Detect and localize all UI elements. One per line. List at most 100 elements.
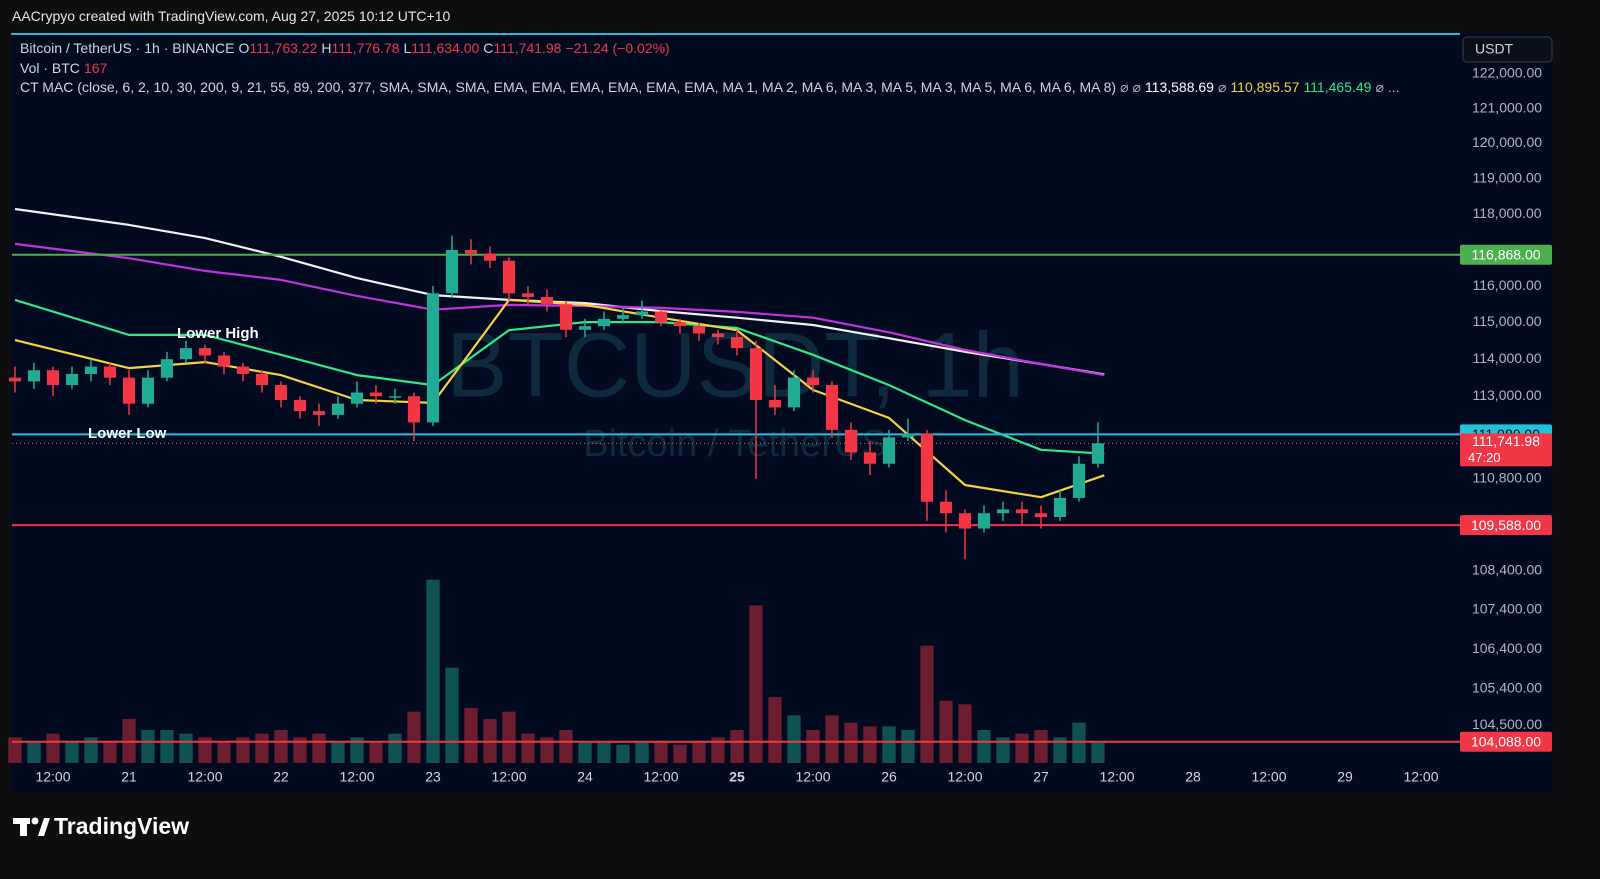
volume-bar: [369, 741, 383, 763]
legend-row: Bitcoin / TetherUS · 1h · BINANCE O111,76…: [20, 39, 1404, 59]
volume-bar: [825, 715, 839, 763]
volume-bar: [882, 726, 896, 763]
candle-body: [749, 348, 763, 400]
watermark: BTCUSDT, 1h Bitcoin / TetherUS: [446, 314, 1024, 465]
y-tick-label: 116,000.00: [1472, 277, 1541, 293]
candle-body: [920, 433, 934, 502]
level-box: [1460, 731, 1552, 752]
volume-bar: [274, 730, 288, 763]
candle-body: [502, 260, 516, 294]
volume-bar: [293, 737, 307, 763]
candle-body: [255, 373, 269, 386]
volume-bar: [749, 605, 763, 763]
volume-bar: [692, 741, 706, 763]
indicator: CT MAC (close, 6, 2, 10, 30, 200, 9, 21,…: [20, 79, 1117, 95]
indicator-value: ⌀: [1132, 79, 1141, 95]
volume-bar: [806, 730, 820, 763]
x-tick-label: 12:00: [1099, 769, 1134, 785]
x-tick-label: 12:00: [339, 769, 374, 785]
candle-body: [768, 399, 782, 408]
candle-body: [806, 377, 820, 386]
candle-body: [540, 296, 554, 305]
watermark-title: BTCUSDT, 1h: [446, 314, 1024, 416]
volume-bar: [464, 708, 478, 763]
y-tick-label: 107,400.00: [1472, 601, 1542, 617]
currency[interactable]: USDT: [1475, 41, 1514, 57]
volume-bar: [673, 744, 687, 763]
x-tick-label: 27: [1033, 769, 1049, 785]
candle-body: [616, 315, 630, 319]
volume-bar: [863, 726, 877, 763]
volume-bar: [996, 737, 1010, 763]
volume-bar: [84, 737, 98, 763]
candle-body: [84, 366, 98, 374]
candle-body: [654, 311, 668, 323]
candle-body: [597, 318, 611, 327]
volume-bar: [559, 730, 573, 763]
x-tick-label: 12:00: [643, 769, 678, 785]
candle-body: [122, 377, 136, 404]
volume-bar: [958, 704, 972, 763]
volume-bar: [426, 579, 440, 763]
x-tick-label: 21: [121, 769, 137, 785]
candle-body: [1072, 463, 1086, 498]
volume-bar: [730, 730, 744, 763]
candle-body: [27, 370, 41, 382]
candle-body: [559, 304, 573, 330]
volume-bar: [502, 711, 516, 763]
legend-row: CT MAC (close, 6, 2, 10, 30, 200, 9, 21,…: [20, 78, 1404, 98]
x-tick-label: 12:00: [35, 769, 70, 785]
candle-body: [103, 366, 117, 378]
volume-bar: [616, 744, 630, 763]
volume-bar: [65, 741, 79, 763]
volume-bar: [540, 737, 554, 763]
x-tick-label: 12:00: [1251, 769, 1286, 785]
ohlc-key: L: [403, 40, 412, 56]
logo-text: TradingView: [54, 813, 189, 839]
legend-row: Vol · BTC 167: [20, 59, 1404, 79]
volume-bar: [844, 722, 858, 763]
volume-bar: [331, 741, 345, 763]
candles-layer: [8, 235, 1105, 560]
y-tick-label: 105,400.00: [1472, 680, 1542, 696]
candle-body: [635, 311, 649, 316]
currency-box[interactable]: [1462, 36, 1553, 63]
y-tick-label: 119,000.00: [1472, 169, 1541, 185]
candle-body: [977, 513, 991, 529]
x-tick-label: 28: [1185, 769, 1201, 785]
levels-layer: 116,868.00111,980.00109,588.00104,088.00…: [12, 244, 1552, 752]
candle-body: [882, 437, 896, 464]
volume-bar: [521, 733, 535, 763]
candle-body: [1053, 497, 1067, 518]
candle-body: [673, 322, 687, 327]
candle-body: [217, 355, 231, 367]
volume-bar: [635, 741, 649, 763]
volume-bar: [198, 737, 212, 763]
moving-average: [14, 207, 1105, 376]
volume-bar: [1015, 733, 1029, 763]
volume-bar: [312, 733, 326, 763]
volume-bar: [901, 730, 915, 763]
candle-body: [844, 429, 858, 453]
volume-bar: [236, 737, 250, 763]
volume-bar: [46, 733, 60, 763]
candle-body: [179, 348, 193, 360]
volume-bar: [597, 741, 611, 763]
y-tick-label: 115,000.00: [1472, 313, 1541, 329]
volume-bar: [407, 711, 421, 763]
volume-bar: [768, 697, 782, 763]
countdown: 47:20: [1468, 450, 1501, 465]
volume-bar: [388, 733, 402, 763]
volume-bar: [654, 741, 668, 763]
chart-panel: [11, 33, 1553, 792]
credit: AACrypyo created with TradingView.com, A…: [12, 8, 451, 24]
ohlc-value: 111,634.00: [411, 40, 480, 56]
candle-body: [730, 337, 744, 349]
y-tick-label: 114,000.00: [1472, 350, 1541, 366]
indicator-value: ⌀: [1375, 79, 1384, 95]
ohlc-key: O: [238, 40, 250, 56]
level-label: 109,588.00: [1471, 517, 1541, 533]
volume-bar: [141, 730, 155, 763]
volume-bar: [977, 730, 991, 763]
